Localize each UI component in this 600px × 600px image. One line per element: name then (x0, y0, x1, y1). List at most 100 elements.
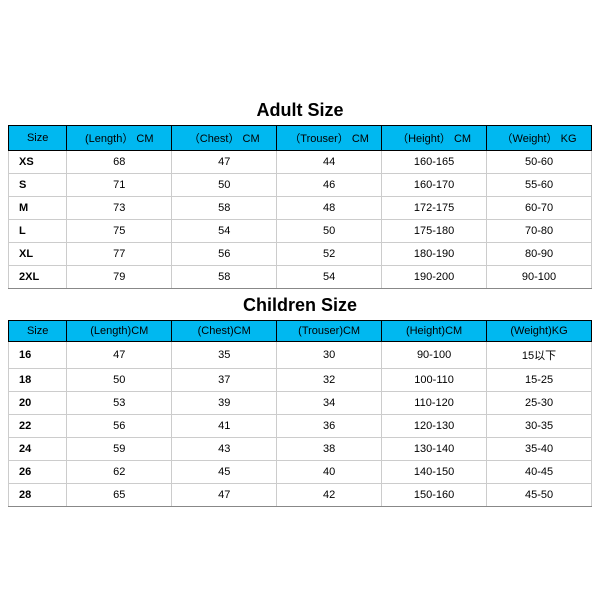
adult-cell: 71 (67, 173, 172, 196)
col-trouser: (Trouser)CM (277, 320, 382, 341)
adult-row: XS684744160-16550-60 (9, 150, 592, 173)
adult-cell: 79 (67, 265, 172, 288)
children-header-row: Size (Length)CM (Chest)CM (Trouser)CM (H… (9, 320, 592, 341)
children-cell: 45-50 (487, 483, 592, 506)
adult-cell: 190-200 (382, 265, 487, 288)
children-cell: 26 (9, 460, 67, 483)
children-cell: 15以下 (487, 341, 592, 368)
children-cell: 16 (9, 341, 67, 368)
children-cell: 150-160 (382, 483, 487, 506)
children-cell: 32 (277, 368, 382, 391)
adult-cell: 2XL (9, 265, 67, 288)
children-cell: 22 (9, 414, 67, 437)
col-weight: (Weight)KG (487, 320, 592, 341)
adult-body: XS684744160-16550-60S715046160-17055-60M… (9, 150, 592, 288)
adult-cell: 73 (67, 196, 172, 219)
children-cell: 34 (277, 391, 382, 414)
adult-cell: 160-165 (382, 150, 487, 173)
children-cell: 110-120 (382, 391, 487, 414)
col-chest: （Chest） CM (172, 125, 277, 150)
adult-cell: 58 (172, 196, 277, 219)
children-row: 26624540140-15040-45 (9, 460, 592, 483)
adult-cell: 50 (172, 173, 277, 196)
col-size: Size (9, 320, 67, 341)
adult-cell: XS (9, 150, 67, 173)
adult-cell: 50 (277, 219, 382, 242)
col-size: Size (9, 125, 67, 150)
children-cell: 130-140 (382, 437, 487, 460)
adult-cell: 80-90 (487, 242, 592, 265)
children-cell: 15-25 (487, 368, 592, 391)
adult-cell: 175-180 (382, 219, 487, 242)
children-cell: 56 (67, 414, 172, 437)
adult-cell: 55-60 (487, 173, 592, 196)
adult-row: XL775652180-19080-90 (9, 242, 592, 265)
adult-size-table: Size (Length） CM （Chest） CM （Trouser） CM… (8, 125, 592, 289)
children-cell: 36 (277, 414, 382, 437)
children-row: 18503732100-11015-25 (9, 368, 592, 391)
children-cell: 45 (172, 460, 277, 483)
col-height: （Height） CM (382, 125, 487, 150)
children-cell: 90-100 (382, 341, 487, 368)
adult-cell: 46 (277, 173, 382, 196)
adult-cell: 44 (277, 150, 382, 173)
children-cell: 140-150 (382, 460, 487, 483)
adult-row: 2XL795854190-20090-100 (9, 265, 592, 288)
col-weight: （Weight） KG (487, 125, 592, 150)
adult-title: Adult Size (8, 94, 592, 125)
children-cell: 35 (172, 341, 277, 368)
size-chart-container: Adult Size Size (Length） CM （Chest） CM （… (0, 94, 600, 507)
children-cell: 62 (67, 460, 172, 483)
children-cell: 30-35 (487, 414, 592, 437)
children-cell: 47 (172, 483, 277, 506)
children-title: Children Size (8, 289, 592, 320)
children-body: 1647353090-10015以下18503732100-11015-2520… (9, 341, 592, 506)
adult-row: L755450175-18070-80 (9, 219, 592, 242)
children-cell: 24 (9, 437, 67, 460)
adult-cell: 52 (277, 242, 382, 265)
adult-cell: 172-175 (382, 196, 487, 219)
adult-row: M735848172-17560-70 (9, 196, 592, 219)
col-height: (Height)CM (382, 320, 487, 341)
children-cell: 38 (277, 437, 382, 460)
col-length: (Length） CM (67, 125, 172, 150)
adult-cell: M (9, 196, 67, 219)
children-cell: 39 (172, 391, 277, 414)
children-row: 22564136120-13030-35 (9, 414, 592, 437)
adult-cell: 50-60 (487, 150, 592, 173)
children-cell: 35-40 (487, 437, 592, 460)
children-row: 20533934110-12025-30 (9, 391, 592, 414)
adult-cell: 160-170 (382, 173, 487, 196)
adult-cell: 90-100 (487, 265, 592, 288)
children-cell: 37 (172, 368, 277, 391)
children-size-table: Size (Length)CM (Chest)CM (Trouser)CM (H… (8, 320, 592, 507)
adult-cell: 54 (277, 265, 382, 288)
children-row: 28654742150-16045-50 (9, 483, 592, 506)
children-cell: 40 (277, 460, 382, 483)
children-cell: 18 (9, 368, 67, 391)
adult-cell: 47 (172, 150, 277, 173)
col-length: (Length)CM (67, 320, 172, 341)
children-cell: 43 (172, 437, 277, 460)
children-cell: 120-130 (382, 414, 487, 437)
children-cell: 100-110 (382, 368, 487, 391)
children-cell: 59 (67, 437, 172, 460)
adult-cell: 60-70 (487, 196, 592, 219)
children-cell: 50 (67, 368, 172, 391)
adult-cell: L (9, 219, 67, 242)
children-cell: 65 (67, 483, 172, 506)
children-cell: 53 (67, 391, 172, 414)
children-cell: 25-30 (487, 391, 592, 414)
children-cell: 40-45 (487, 460, 592, 483)
children-cell: 41 (172, 414, 277, 437)
children-cell: 30 (277, 341, 382, 368)
children-row: 24594338130-14035-40 (9, 437, 592, 460)
adult-cell: 54 (172, 219, 277, 242)
adult-cell: 77 (67, 242, 172, 265)
children-cell: 47 (67, 341, 172, 368)
children-cell: 20 (9, 391, 67, 414)
adult-cell: 70-80 (487, 219, 592, 242)
adult-header-row: Size (Length） CM （Chest） CM （Trouser） CM… (9, 125, 592, 150)
adult-cell: 75 (67, 219, 172, 242)
children-row: 1647353090-10015以下 (9, 341, 592, 368)
